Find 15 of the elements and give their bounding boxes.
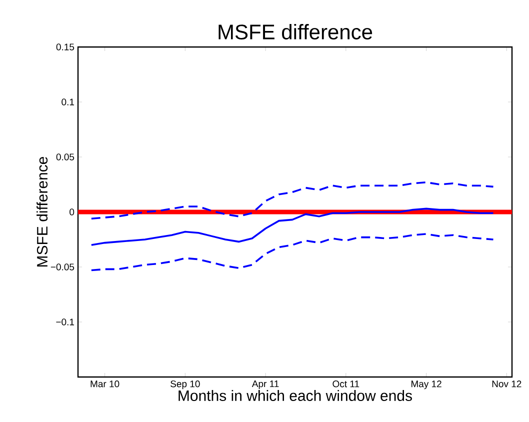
y-tick-label: 0 <box>70 208 74 216</box>
y-tick-label: −0.1 <box>56 318 74 326</box>
x-tick-label: Oct 11 <box>332 380 360 388</box>
y-axis-title: MSFE difference <box>36 156 48 266</box>
y-tick-label: 0.15 <box>56 44 74 50</box>
x-tick-label: Nov 12 <box>492 380 522 388</box>
y-tick-label: 0.1 <box>62 98 74 106</box>
y-tick-label: 0.05 <box>56 154 74 160</box>
x-tick-label: Apr 11 <box>252 380 279 390</box>
chart-title: MSFE difference <box>218 24 372 40</box>
x-axis-title: Months in which each window ends <box>178 390 412 401</box>
x-tick-label: Sep 10 <box>170 380 200 390</box>
x-tick-label: Mar 10 <box>90 380 120 388</box>
x-tick-label: May 12 <box>411 380 442 390</box>
y-tick-label: −0.05 <box>50 264 74 270</box>
